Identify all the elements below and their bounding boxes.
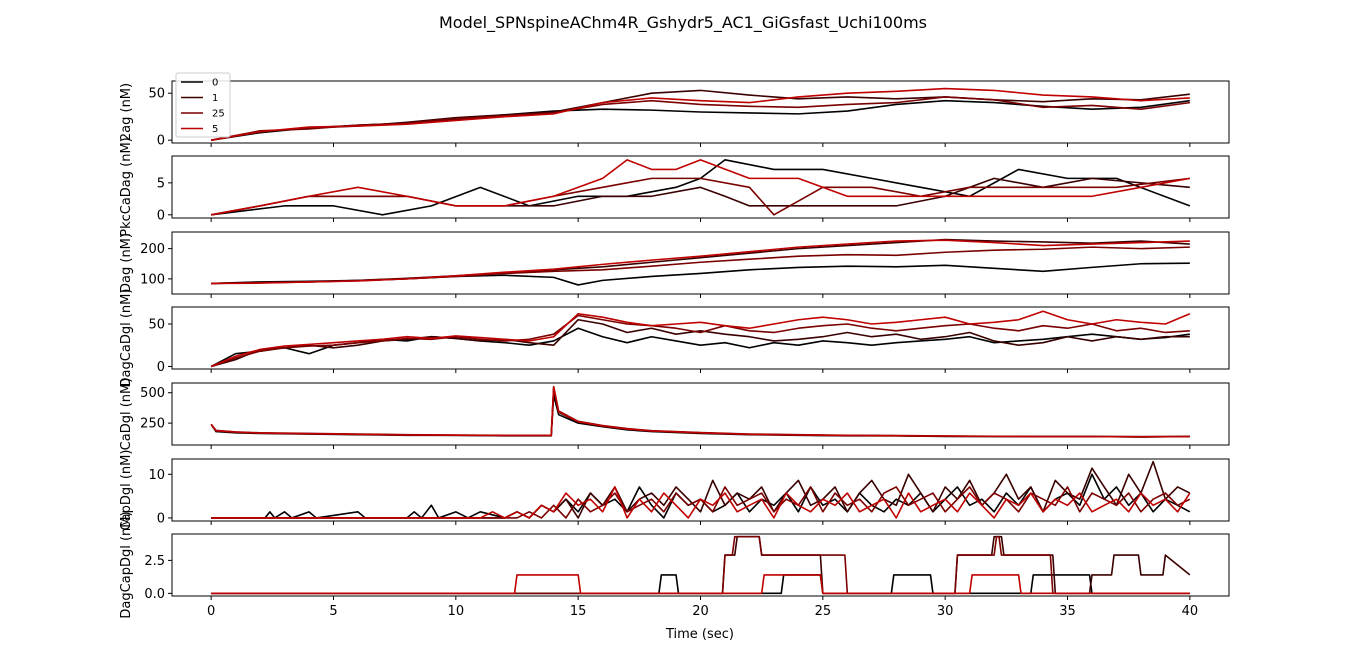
series-line-5 xyxy=(211,574,1190,595)
y-tick-label: 50 xyxy=(148,87,165,102)
y-tick-label: 10 xyxy=(148,468,165,483)
series-group xyxy=(210,385,1190,438)
series-line-5 xyxy=(211,239,1190,285)
y-tick-label: 0 xyxy=(157,360,165,375)
subplot-5: 250 500 CaDgl (nM) xyxy=(119,378,1230,451)
legend-box xyxy=(175,72,231,138)
subplot-3: 100 200 Dag (nM) xyxy=(119,231,1230,298)
x-tick-label: 25 xyxy=(815,604,832,619)
y-axis-label: CapDgl (nM) xyxy=(119,450,134,531)
subplot-1: 0 50 2ag (nM) 0 1 25 5 xyxy=(119,72,1230,149)
series-group xyxy=(211,535,1191,595)
subplot-2: 0 5 PkcCaDag (nM) xyxy=(119,137,1230,237)
y-tick-label: 2.5 xyxy=(144,554,165,569)
series-line-25 xyxy=(210,96,1190,141)
subplot-4: 0 50 DagCaDgl (nM) xyxy=(119,289,1230,388)
x-tick-label: 20 xyxy=(692,604,709,619)
series-group xyxy=(211,159,1191,216)
y-axis-label: PkcCaDag (nM) xyxy=(119,137,134,237)
figure-title: Model_SPNspineAChm4R_Gshydr5_AC1_GiGsfas… xyxy=(439,13,927,33)
y-tick-label: 0 xyxy=(157,208,165,223)
y-axis-label: DagCaDgl (nM) xyxy=(119,289,134,388)
y-tick-label: 5 xyxy=(157,176,165,191)
x-tick-label: 15 xyxy=(570,604,587,619)
y-tick-label: 50 xyxy=(148,317,165,332)
series-line-5 xyxy=(211,159,1190,216)
y-axis-label: 2ag (nM) xyxy=(119,83,134,141)
series-line-25 xyxy=(211,535,1190,595)
y-tick-label: 0 xyxy=(157,134,165,149)
x-tick-label: 30 xyxy=(937,604,954,619)
y-axis-label: CaDgl (nM) xyxy=(119,378,134,451)
x-tick-label: 40 xyxy=(1182,604,1199,619)
series-line-1 xyxy=(210,318,1190,368)
y-tick-label: 500 xyxy=(140,386,165,401)
series-line-5 xyxy=(210,386,1190,438)
y-tick-label: 0.0 xyxy=(144,587,165,602)
subplot-7: 0 5 10 15 20 25 30 35 40 0.0 2.5 DagCapDgl (nM) xyxy=(119,511,1230,619)
legend-entry: 1 xyxy=(212,93,218,104)
x-tick-label: 10 xyxy=(448,604,465,619)
series-line-5 xyxy=(211,87,1190,141)
series-group xyxy=(211,238,1190,286)
y-tick-label: 0 xyxy=(157,511,165,526)
legend-entry: 5 xyxy=(212,124,218,135)
series-line-5 xyxy=(210,310,1191,368)
y-tick-label: 200 xyxy=(140,242,165,257)
y-axis-label: Dag (nM) xyxy=(119,233,134,293)
legend-entry: 25 xyxy=(212,109,225,120)
y-axis-label: DagCapDgl (nM) xyxy=(119,511,134,618)
series-line-5 xyxy=(211,486,1191,519)
series-group xyxy=(210,87,1190,141)
series-group xyxy=(210,310,1191,368)
legend-entry: 0 xyxy=(212,78,218,89)
x-tick-label: 35 xyxy=(1059,604,1076,619)
y-tick-label: 250 xyxy=(140,417,165,432)
x-axis-label: Time (sec) xyxy=(665,627,734,642)
series-group xyxy=(211,460,1191,519)
series-line-25 xyxy=(210,314,1190,368)
x-tick-label: 5 xyxy=(329,604,337,619)
series-line-25 xyxy=(211,177,1190,216)
legend: 0 1 25 5 xyxy=(175,72,231,138)
x-tick-label: 0 xyxy=(207,604,215,619)
subplot-6: 0 10 CapDgl (nM) xyxy=(119,450,1230,531)
y-tick-label: 100 xyxy=(140,272,165,287)
